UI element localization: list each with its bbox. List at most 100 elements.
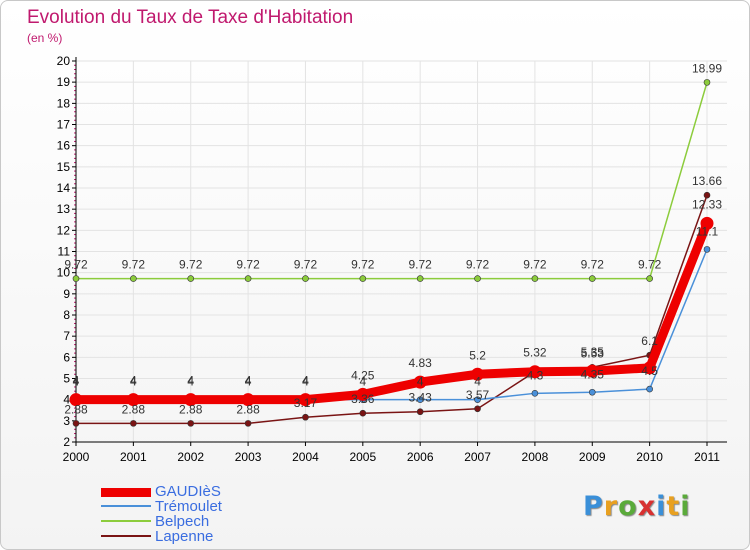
data-label-lapenne: 2.88 — [179, 402, 203, 416]
data-point-lapenne — [244, 420, 252, 427]
y-tick-label: 7 — [63, 329, 70, 343]
x-tick-label: 2008 — [522, 450, 549, 464]
data-point-lapenne — [187, 420, 195, 427]
y-tick-label: 6 — [63, 350, 70, 364]
y-tick-label: 4 — [63, 393, 70, 407]
data-label-tremoulet: 4 — [359, 375, 366, 389]
data-label-belpech: 9.72 — [581, 258, 605, 272]
chart-title: Evolution du Taux de Taxe d'Habitation — [27, 7, 354, 28]
data-point-gaudies — [413, 375, 427, 389]
data-point-tremoulet — [588, 388, 596, 396]
data-point-gaudies — [585, 364, 599, 378]
data-point-belpech — [244, 275, 252, 282]
series-line-belpech — [76, 82, 708, 280]
data-label-tremoulet: 4 — [130, 375, 137, 389]
x-tick-label: 2003 — [235, 450, 262, 464]
data-label-belpech: 9.72 — [236, 258, 260, 272]
legend-label: Belpech — [155, 513, 210, 530]
data-label-gaudies: 4.83 — [409, 356, 433, 370]
data-point-belpech — [130, 275, 137, 282]
data-label-gaudies: 5.32 — [523, 346, 547, 360]
logo-letter: i — [656, 491, 667, 522]
data-point-belpech — [703, 79, 711, 86]
data-label-tremoulet: 4 — [245, 375, 252, 389]
y-tick-label: 3 — [63, 414, 70, 428]
data-point-belpech — [588, 275, 596, 282]
proxiti-logo: Proxiti — [583, 491, 691, 522]
data-point-lapenne — [703, 191, 711, 199]
data-point-lapenne — [72, 420, 80, 427]
data-label-lapenne: 3.43 — [409, 391, 433, 405]
legend-label: Lapenne — [155, 528, 214, 545]
logo-letter: P — [583, 491, 604, 522]
data-point-gaudies — [298, 393, 312, 407]
data-label-tremoulet: 4 — [417, 375, 424, 389]
logo-letter: r — [603, 491, 619, 522]
data-label-gaudies: 5.2 — [469, 348, 486, 362]
x-tick-label: 2005 — [349, 450, 376, 464]
data-point-gaudies — [69, 393, 83, 407]
y-tick-label: 12 — [57, 223, 71, 237]
y-tick-label: 20 — [57, 54, 71, 68]
x-tick-label: 2002 — [177, 450, 204, 464]
data-point-tremoulet — [646, 385, 653, 393]
x-tick-label: 2004 — [292, 450, 319, 464]
data-point-gaudies — [528, 365, 542, 379]
data-label-lapenne: 2.88 — [122, 402, 146, 416]
y-tick-label: 10 — [57, 266, 71, 280]
data-point-belpech — [531, 275, 539, 282]
data-label-gaudies: 4.25 — [351, 368, 375, 382]
data-label-lapenne: 3.57 — [466, 388, 490, 402]
data-label-belpech: 9.72 — [122, 258, 146, 272]
legend-swatch — [101, 505, 151, 507]
data-label-tremoulet: 4 — [187, 375, 194, 389]
data-point-gaudies — [356, 387, 370, 401]
y-tick-label: 11 — [58, 245, 71, 259]
data-label-gaudies: 4 — [73, 374, 80, 388]
data-point-tremoulet — [531, 390, 539, 397]
data-label-lapenne: 2.88 — [64, 402, 88, 416]
chart-unit-label: (en %) — [27, 31, 63, 45]
legend-swatch — [101, 535, 151, 537]
data-point-belpech — [72, 275, 80, 282]
data-label-gaudies: 5.35 — [581, 345, 605, 359]
data-point-gaudies — [700, 216, 714, 230]
data-label-tremoulet: 4 — [302, 375, 309, 389]
data-label-belpech: 9.72 — [466, 258, 490, 272]
data-point-gaudies — [126, 393, 140, 407]
logo-letter: x — [637, 491, 657, 522]
data-point-tremoulet — [416, 396, 424, 403]
y-tick-label: 15 — [57, 160, 71, 174]
data-label-belpech: 9.72 — [409, 258, 433, 272]
series-line-gaudies — [76, 221, 712, 405]
y-tick-label: 2 — [63, 435, 70, 449]
data-label-lapenne: 3.17 — [294, 396, 318, 410]
data-label-lapenne: 13.66 — [692, 174, 722, 188]
legend-swatch — [101, 488, 151, 497]
x-tick-label: 2001 — [120, 450, 147, 464]
data-label-belpech: 18.99 — [692, 61, 722, 75]
data-point-lapenne — [474, 405, 481, 413]
data-label-gaudies: 4 — [187, 374, 194, 388]
data-label-tremoulet: 4.5 — [641, 364, 658, 378]
legend-swatch — [101, 520, 151, 522]
logo-letter: t — [666, 491, 681, 522]
logo-letter: i — [680, 491, 691, 522]
x-tick-label: 2006 — [407, 450, 434, 464]
legend-label: GAUDIèS — [155, 483, 221, 500]
data-point-gaudies — [184, 393, 198, 407]
series-line-tremoulet — [76, 249, 708, 401]
data-label-belpech: 9.72 — [64, 258, 88, 272]
data-point-gaudies — [471, 367, 485, 381]
data-label-gaudies: 4 — [245, 374, 252, 388]
data-point-belpech — [359, 275, 367, 282]
y-tick-label: 5 — [63, 372, 70, 386]
data-label-tremoulet: 4.35 — [581, 367, 605, 381]
data-label-gaudies: 4 — [130, 374, 137, 388]
y-tick-label: 18 — [57, 96, 71, 110]
data-label-tremoulet: 4 — [474, 375, 481, 389]
data-point-tremoulet — [474, 396, 481, 403]
